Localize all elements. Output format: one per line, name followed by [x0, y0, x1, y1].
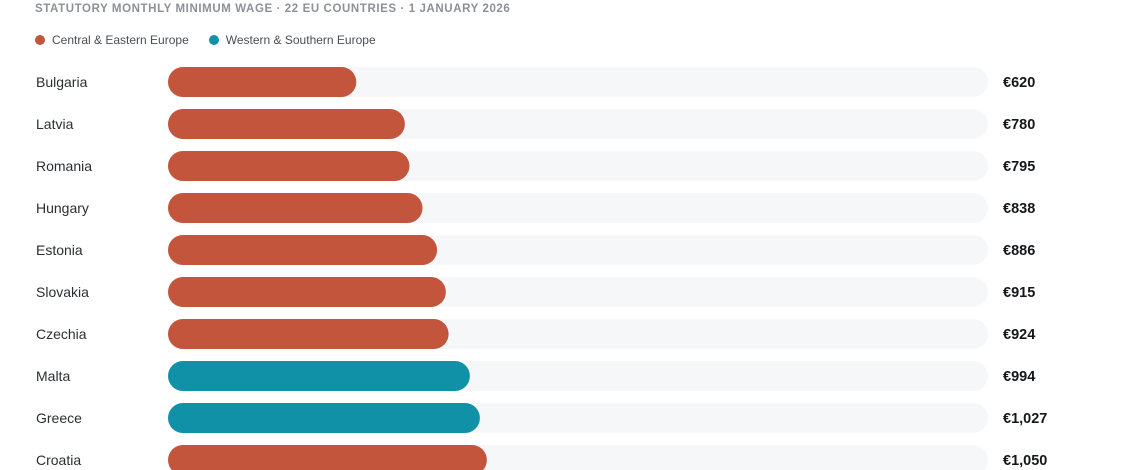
category-label-slovakia: Slovakia: [36, 284, 89, 300]
bar-latvia: [168, 109, 405, 139]
category-label-malta: Malta: [36, 368, 70, 384]
value-label-croatia: €1,050: [1003, 453, 1047, 469]
bar-croatia: [168, 445, 487, 470]
bar-track-bulgaria: [168, 67, 988, 97]
bar-row-greece: Greece €1,027: [36, 403, 1047, 433]
legend-label-western-southern: Western & Southern Europe: [225, 33, 376, 47]
chart-title: STATUTORY MONTHLY MINIMUM WAGE · 22 EU C…: [35, 3, 511, 15]
bar-row-slovakia: Slovakia €915: [36, 277, 1035, 307]
category-label-latvia: Latvia: [36, 116, 74, 132]
value-label-malta: €994: [1003, 369, 1035, 385]
value-label-slovakia: €915: [1003, 285, 1035, 301]
bar-hungary: [168, 193, 423, 223]
bar-romania: [168, 151, 410, 181]
bar-row-latvia: Latvia €780: [36, 109, 1035, 139]
bar-row-malta: Malta €994: [36, 361, 1035, 391]
category-label-croatia: Croatia: [36, 452, 81, 468]
legend-label-central-eastern: Central & Eastern Europe: [52, 33, 189, 47]
bar-bulgaria: [168, 67, 357, 97]
legend-item-western-southern: Western & Southern Europe: [208, 33, 376, 47]
category-label-czechia: Czechia: [36, 326, 87, 342]
category-label-romania: Romania: [36, 158, 92, 174]
bar-row-bulgaria: Bulgaria €620: [36, 67, 1035, 97]
category-label-estonia: Estonia: [36, 242, 83, 258]
bar-malta: [168, 361, 470, 391]
bar-row-romania: Romania €795: [36, 151, 1035, 181]
category-label-bulgaria: Bulgaria: [36, 74, 88, 90]
bar-estonia: [168, 235, 438, 265]
value-label-greece: €1,027: [1003, 411, 1047, 427]
category-label-greece: Greece: [36, 410, 82, 426]
value-label-latvia: €780: [1003, 117, 1035, 133]
value-label-czechia: €924: [1003, 327, 1035, 343]
bar-row-estonia: Estonia €886: [36, 235, 1035, 265]
bar-row-czechia: Czechia €924: [36, 319, 1035, 349]
bar-czechia: [168, 319, 449, 349]
value-label-romania: €795: [1003, 159, 1035, 175]
value-label-estonia: €886: [1003, 243, 1035, 259]
bar-row-croatia: Croatia €1,050: [36, 445, 1047, 470]
legend-item-central-eastern: Central & Eastern Europe: [35, 33, 189, 47]
bar-row-hungary: Hungary €838: [36, 193, 1035, 223]
value-label-hungary: €838: [1003, 201, 1035, 217]
legend-swatch-western-southern: [208, 35, 219, 45]
chart-legend: Central & Eastern Europe Western & South…: [35, 32, 376, 48]
bar-greece: [168, 403, 480, 433]
value-label-bulgaria: €620: [1003, 75, 1035, 91]
bar-slovakia: [168, 277, 446, 307]
category-label-hungary: Hungary: [36, 200, 89, 216]
legend-swatch-central-eastern: [35, 35, 45, 45]
